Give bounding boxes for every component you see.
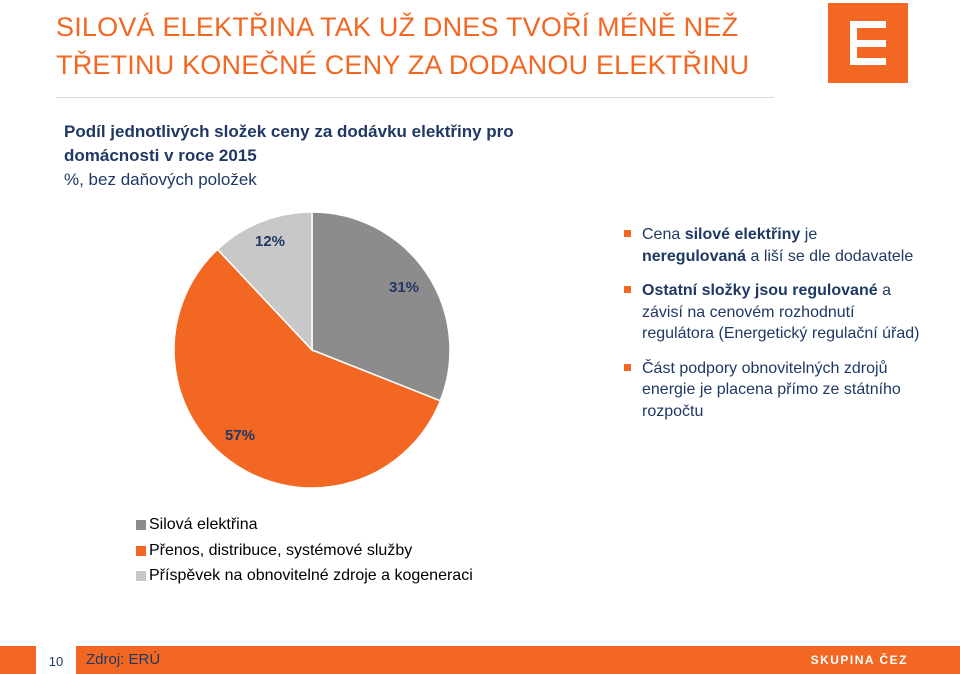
- pie-label-1: 31%: [389, 279, 419, 296]
- bullet-text: je: [800, 226, 818, 243]
- bullet-square-icon: [624, 286, 631, 293]
- bullet-text: a závisí na cenovém rozhodnutí regulátor…: [642, 282, 920, 342]
- chart-subtitle: Podíl jednotlivých složek ceny za dodávk…: [64, 120, 514, 192]
- legend-item-1: Silová elektřina: [136, 512, 473, 538]
- pie-slice-2: [173, 248, 442, 489]
- brand-label: SKUPINA ČEZ: [810, 653, 908, 667]
- subtitle-line-2: domácnosti v roce 2015: [64, 146, 257, 165]
- bullet-list: Cena silové elektřiny je neregulovaná a …: [624, 224, 924, 435]
- legend-swatch: [136, 545, 146, 556]
- legend-item-2: Přenos, distribuce, systémové služby: [136, 538, 473, 564]
- footer-bar: 10 Zdroj: ERÚ SKUPINA ČEZ: [0, 646, 960, 674]
- pie-label-2: 57%: [225, 427, 255, 444]
- pie-chart: 31% 57% 12%: [173, 211, 451, 489]
- title-line-2: TŘETINU KONEČNÉ CENY ZA DODANOU ELEKTŘIN…: [56, 50, 750, 80]
- page-title: SILOVÁ ELEKTŘINA TAK UŽ DNES TVOŘÍ MÉNĚ …: [56, 8, 796, 84]
- bullet-text: Cena: [642, 226, 685, 243]
- pie-slice-1: [311, 211, 451, 402]
- legend-swatch: [136, 520, 146, 530]
- source-note: Zdroj: ERÚ: [86, 651, 161, 668]
- page-number-box: 10: [36, 646, 76, 674]
- bullet-square-icon: [624, 363, 631, 371]
- pie-label-3: 12%: [255, 233, 285, 250]
- bullet-item-1: Cena silové elektřiny je neregulovaná a …: [624, 224, 924, 267]
- legend-label: Příspěvek na obnovitelné zdroje a kogene…: [149, 567, 473, 584]
- chart-legend: Silová elektřina Přenos, distribuce, syst…: [136, 512, 473, 589]
- legend-label: Přenos, distribuce, systémové služby: [149, 541, 413, 559]
- pie-slice-3: [216, 211, 313, 352]
- legend-swatch: [136, 571, 146, 581]
- bullet-text: a liší se dle dodavatele: [746, 247, 914, 265]
- title-line-1: SILOVÁ ELEKTŘINA TAK UŽ DNES TVOŘÍ MÉNĚ …: [56, 12, 739, 42]
- title-divider: [56, 97, 774, 98]
- cez-logo-icon: [828, 3, 908, 83]
- legend-item-3: Příspěvek na obnovitelné zdroje a kogene…: [136, 563, 473, 589]
- bullet-item-2: Ostatní složky jsou regulované a závisí …: [624, 280, 924, 345]
- bullet-square-icon: [624, 230, 631, 237]
- bullet-text: Ostatní složky jsou regulované: [642, 282, 878, 299]
- subtitle-line-3: %, bez daňových položek: [64, 170, 257, 189]
- bullet-text: Část podpory obnovitelných zdrojů energi…: [642, 359, 901, 420]
- bullet-item-3: Část podpory obnovitelných zdrojů energi…: [624, 358, 924, 423]
- page-number: 10: [48, 654, 64, 669]
- subtitle-line-1: Podíl jednotlivých složek ceny za dodávk…: [64, 122, 514, 141]
- legend-label: Silová elektřina: [149, 516, 258, 533]
- bullet-text: neregulovaná: [642, 247, 747, 265]
- bullet-text: silové elektřiny: [684, 226, 801, 243]
